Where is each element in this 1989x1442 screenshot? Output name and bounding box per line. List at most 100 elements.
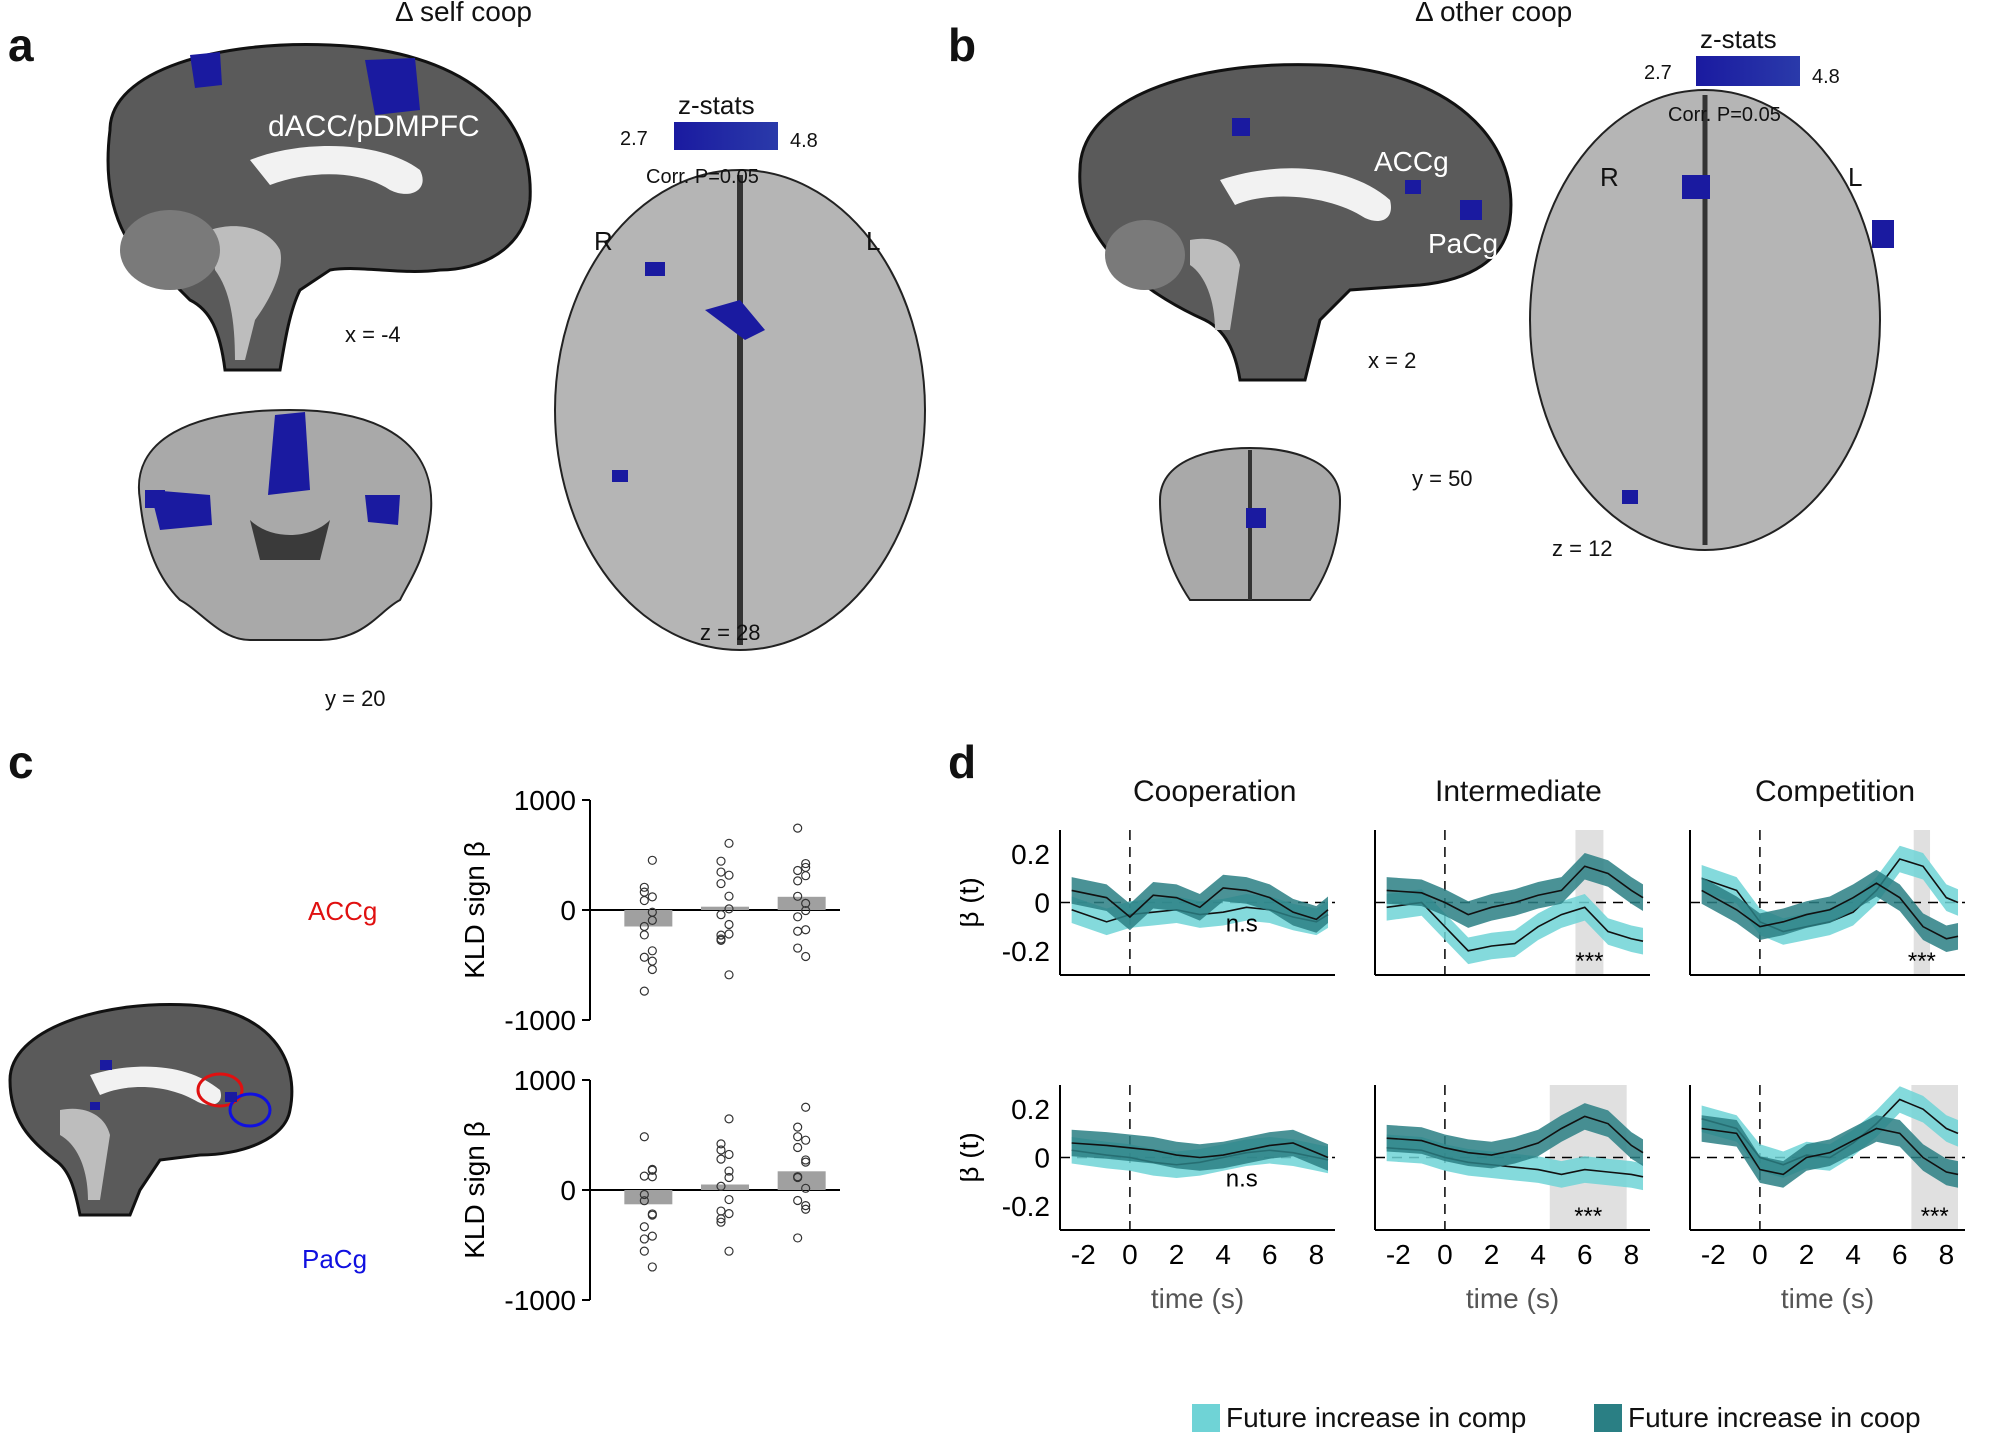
bar-point (639, 1189, 649, 1200)
linechart-comp-row1: *** (1689, 830, 1965, 976)
significance-stars: *** (1908, 948, 1936, 975)
bar-point (801, 1204, 811, 1214)
ns-label: n.s (1226, 911, 1258, 938)
line-x-tick-label: 2 (1169, 1239, 1185, 1270)
bar-point (639, 1171, 649, 1181)
panel-a-brains (106, 42, 926, 651)
region-label-accg-b: ACCg (1374, 146, 1449, 177)
coronal-slice-a (137, 408, 433, 641)
bar-point (793, 1172, 803, 1183)
bar-point (716, 878, 726, 889)
linechart-comp-row2: -2 0 2 4 6 8 time (s) *** (1689, 1085, 1965, 1314)
bar-point (639, 882, 649, 892)
title-cooperation: Cooperation (1133, 775, 1297, 808)
line-x-tick-label: 2 (1799, 1239, 1815, 1270)
legend-label-coop: Future increase in coop (1628, 1402, 1921, 1433)
panel-b-brains (1078, 63, 1894, 601)
line-x-label: time (s) (1151, 1283, 1244, 1314)
significance-stars: *** (1575, 948, 1603, 975)
orient-r-b: R (1600, 162, 1619, 192)
bar-point (793, 1122, 803, 1132)
accg-label: ACCg (308, 896, 378, 926)
bar-point (716, 1206, 726, 1216)
bar-tick-label: 1000 (514, 1065, 576, 1096)
bar-point (793, 943, 803, 953)
bar-tick-label: 0 (560, 1175, 576, 1206)
axial-slice-a (554, 169, 926, 651)
line-x-tick-label: -2 (1071, 1239, 1096, 1270)
bar-point (801, 1155, 811, 1165)
coord-cor-b: y = 50 (1412, 466, 1473, 491)
orient-l-a: L (866, 226, 881, 256)
colorbar-note-a: Corr. P=0.05 (646, 166, 759, 188)
series-line (1071, 1142, 1329, 1159)
colorbar-min-b: 2.7 (1644, 62, 1672, 84)
panel-a-title: Δ self coop (395, 0, 533, 27)
line-tick-label: 0 (1034, 888, 1050, 919)
bar-point (639, 952, 649, 962)
line-x-tick-label: -2 (1386, 1239, 1411, 1270)
bar-point (716, 856, 726, 866)
bar-point (801, 905, 811, 916)
series-band (1701, 869, 1959, 953)
bar-point (724, 870, 734, 880)
bar-point (647, 1172, 657, 1182)
legend-label-comp: Future increase in comp (1226, 1402, 1527, 1433)
sagittal-slice-b (1078, 63, 1513, 382)
bar-point (801, 1200, 811, 1211)
line-x-tick-label: 0 (1752, 1239, 1768, 1270)
line-x-tick-label: 6 (1262, 1239, 1278, 1270)
orient-l-b: L (1848, 162, 1863, 192)
region-label-pacg-b: PaCg (1428, 228, 1499, 259)
bar-point (639, 930, 649, 940)
series-line (1071, 887, 1329, 921)
region-label-dacc: dACC/pDMPFC (268, 110, 480, 143)
bar-point (647, 915, 657, 925)
barchart-pacg: 1000 0 -1000 KLD sign β (459, 1065, 840, 1316)
bar-point (801, 925, 811, 935)
bar-point (793, 1142, 803, 1153)
panel-c-brain (8, 1002, 294, 1217)
bar-point (801, 1102, 811, 1112)
bar-point (724, 929, 734, 939)
colorbar-title-a: z-stats (678, 90, 755, 120)
bar-tick-label: -1000 (504, 1285, 576, 1316)
panel-b-title: Δ other coop (1415, 0, 1573, 27)
coord-ax-a: z = 28 (700, 620, 761, 645)
bar-point (724, 1114, 734, 1124)
bar-point (647, 946, 657, 956)
bar-point (724, 970, 734, 980)
bar-point (716, 1154, 726, 1164)
colorbar-b (1696, 56, 1800, 86)
bar-point (793, 926, 803, 936)
series-line (1386, 1115, 1644, 1156)
barchart-accg: 1000 0 -1000 KLD sign β (459, 785, 840, 1036)
line-x-tick-label: -2 (1701, 1239, 1726, 1270)
bar-point (639, 1132, 649, 1142)
coronal-slice-b (1158, 446, 1342, 601)
bar-point (716, 934, 726, 944)
sagittal-slice-a (106, 42, 532, 372)
bar-point (639, 887, 649, 897)
bar-point (724, 919, 734, 930)
coord-ax-b: z = 12 (1552, 536, 1613, 561)
bar-tick-label: 0 (560, 895, 576, 926)
line-x-tick-label: 6 (1577, 1239, 1593, 1270)
bar-point (793, 1132, 803, 1142)
bar-point (716, 867, 726, 877)
series-line (1386, 901, 1644, 952)
bar-point (724, 1166, 734, 1176)
ns-label: n.s (1226, 1166, 1258, 1193)
bar-point (647, 1165, 657, 1175)
bar-y-label: KLD sign β (459, 841, 490, 979)
series-band (1701, 1115, 1959, 1188)
coord-sag-b: x = 2 (1368, 348, 1417, 373)
line-x-tick-label: 8 (1309, 1239, 1325, 1270)
bar-point (793, 865, 803, 876)
bar-point (639, 1234, 649, 1244)
coord-sag-a: x = -4 (345, 322, 401, 347)
pacg-label: PaCg (302, 1244, 368, 1274)
bar-point (793, 891, 803, 901)
bar-point (639, 1246, 649, 1256)
